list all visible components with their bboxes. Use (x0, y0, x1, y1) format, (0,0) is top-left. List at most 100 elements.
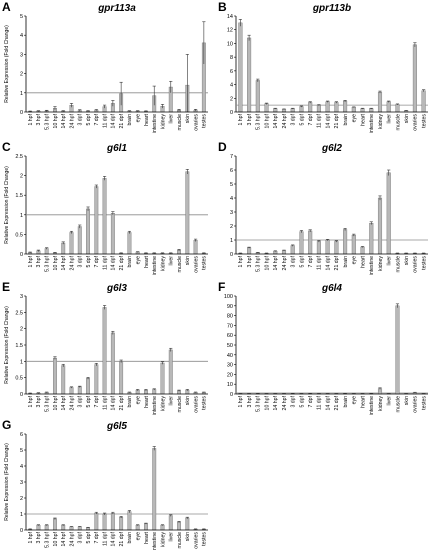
bar-kidney (377, 197, 383, 255)
x-tick-label: kidney (160, 532, 166, 547)
bar-brain (127, 511, 132, 531)
x-tick-label: skin (185, 532, 191, 541)
bar-liver (386, 172, 391, 255)
chart-title: g6l3 (106, 283, 127, 294)
x-tick-label: 11 dpf (317, 395, 323, 410)
y-tick-label: 4 (20, 464, 23, 470)
x-tick-label: eye (352, 256, 358, 264)
x-tick-label: 14 hpf (61, 113, 67, 128)
x-tick-label: brain (127, 532, 133, 544)
y-tick-label: 1 (20, 91, 23, 97)
bar-24-hpf (281, 109, 287, 113)
x-tick-label: brain (343, 396, 349, 408)
bar-brain (343, 100, 348, 113)
x-tick-label: testes (421, 256, 427, 270)
bar-10-hpf (264, 103, 269, 113)
y-tick-label: 12 (227, 28, 233, 34)
x-tick-label: 7 dpf (94, 113, 100, 125)
y-tick-label: 3 (230, 210, 233, 216)
chart-title: g6l2 (321, 143, 342, 154)
x-tick-label: skin (185, 114, 191, 123)
x-tick-label: ovaries (193, 256, 199, 273)
y-tick-label: 40 (227, 353, 233, 359)
x-tick-label: 21 dpf (334, 255, 340, 270)
x-tick-label: skin (185, 396, 191, 405)
x-tick-label: ovaries (193, 396, 199, 413)
x-tick-label: 14 hpf (273, 395, 279, 410)
x-tick-label: 14 dpf (325, 113, 331, 128)
bar-14-dpf (110, 512, 115, 531)
x-tick-label: skin (404, 114, 410, 123)
y-tick-label: 3 (20, 52, 23, 58)
x-tick-label: skin (404, 396, 410, 405)
y-axis-label: Relative Expression (Fold Change) (4, 25, 10, 103)
x-tick-label: 3 hpf (36, 255, 42, 267)
panel-letter: C (2, 140, 11, 154)
bar-3-hpf (36, 524, 41, 531)
x-tick-label: 10 hpf (53, 255, 59, 270)
x-tick-label: intestine (152, 532, 158, 550)
y-tick-label: 2 (230, 224, 233, 230)
x-tick-label: 3 dpf (291, 395, 297, 407)
y-tick-label: 100 (224, 294, 233, 300)
x-tick-label: 3 hpf (36, 395, 42, 407)
chart-title: g6l5 (106, 421, 127, 432)
bar-5-3-hpf (44, 248, 49, 255)
panel-letter: G (2, 418, 11, 432)
y-tick-label: 1 (20, 512, 23, 518)
x-tick-label: 3 hpf (247, 255, 253, 267)
bar-muscle (177, 521, 181, 531)
x-tick-label: kidney (160, 256, 166, 271)
y-tick-label: 4 (230, 196, 233, 202)
x-tick-label: testes (202, 532, 208, 546)
x-tick-label: ovaries (413, 114, 419, 131)
panel-letter: B (218, 0, 227, 14)
x-tick-label: 5.3 hpf (44, 113, 50, 129)
bar-5-dpf (299, 106, 304, 113)
y-tick-label: 1.5 (15, 193, 23, 199)
y-tick-label: 0 (230, 392, 233, 398)
x-tick-label: 3 dpf (78, 255, 84, 267)
y-tick-label: 3 (20, 480, 23, 486)
y-tick-label: 6 (230, 69, 233, 75)
y-axis-label: Relative Expression (Fold Change) (4, 306, 10, 384)
bar-3-dpf (77, 226, 82, 255)
y-tick-label: 20 (227, 372, 233, 378)
y-tick-label: 0 (20, 392, 23, 398)
y-tick-label: 4 (20, 33, 23, 39)
bar-14-hpf (61, 524, 66, 531)
bar-24-hpf (281, 250, 287, 255)
y-tick-label: 5 (20, 448, 23, 454)
x-tick-label: testes (202, 256, 208, 270)
x-tick-label: 5.3 hpf (44, 255, 50, 271)
y-tick-label: 2 (20, 72, 23, 78)
x-tick-label: 21 dpf (119, 395, 125, 410)
x-tick-label: 3 dpf (78, 531, 84, 543)
bar-11-dpf (316, 241, 321, 255)
bar-14-dpf (110, 332, 115, 395)
x-tick-label: brain (343, 256, 349, 268)
panel-letter: D (218, 140, 227, 154)
x-tick-label: heart (144, 531, 150, 543)
y-tick-label: 0.5 (15, 376, 23, 382)
x-tick-label: 5.3 hpf (44, 395, 50, 411)
bar-21-dpf (334, 241, 339, 255)
bar-liver (386, 101, 391, 113)
x-tick-label: testes (421, 114, 427, 128)
y-tick-label: 70 (227, 323, 233, 329)
x-tick-label: 24 hpf (69, 395, 75, 410)
panel-letter: F (218, 280, 225, 294)
x-tick-label: 24 hpf (282, 395, 288, 410)
x-tick-label: 21 dpf (334, 395, 340, 410)
bar-11-dpf (102, 513, 107, 531)
x-tick-label: 24 hpf (69, 113, 75, 128)
y-tick-label: 10 (227, 382, 233, 388)
x-tick-label: 1 hpf (28, 113, 34, 125)
x-tick-label: 5 dpf (86, 113, 92, 125)
x-tick-label: liver (169, 532, 175, 542)
bar-kidney (377, 388, 383, 395)
x-tick-label: 10 hpf (264, 255, 270, 270)
bar-brain (127, 232, 132, 255)
